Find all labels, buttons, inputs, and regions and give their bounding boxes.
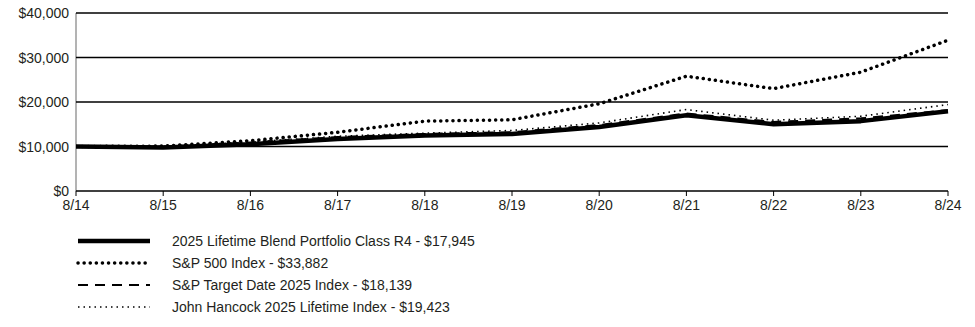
x-tick-label: 8/15 xyxy=(150,197,177,213)
x-tick xyxy=(163,191,164,196)
x-tick xyxy=(512,191,513,196)
legend-swatch xyxy=(78,306,150,308)
x-tick-label: 8/20 xyxy=(586,197,613,213)
x-tick xyxy=(337,191,338,196)
x-tick xyxy=(686,191,687,196)
legend-swatch xyxy=(78,261,150,265)
legend-swatch xyxy=(78,239,150,244)
grid-line xyxy=(76,101,948,102)
x-tick-label: 8/24 xyxy=(934,197,961,213)
y-tick-label: $40,000 xyxy=(18,5,69,21)
legend-label: John Hancock 2025 Lifetime Index - $19,4… xyxy=(172,299,450,315)
x-tick xyxy=(424,191,425,196)
series-line xyxy=(76,111,948,147)
series-line xyxy=(76,110,948,147)
grid-line xyxy=(76,12,948,13)
x-tick-label: 8/14 xyxy=(62,197,89,213)
x-tick xyxy=(76,191,77,196)
plot-area xyxy=(76,40,948,147)
x-tick-label: 8/23 xyxy=(847,197,874,213)
y-tick-label: $10,000 xyxy=(18,139,69,155)
y-tick-label: $20,000 xyxy=(18,94,69,110)
x-tick xyxy=(773,191,774,196)
chart: $0$10,000$20,000$30,000$40,0008/148/158/… xyxy=(0,0,975,327)
legend-label: S&P 500 Index - $33,882 xyxy=(172,255,328,271)
y-tick-label: $30,000 xyxy=(18,50,69,66)
grid-line xyxy=(76,57,948,58)
legend-label: 2025 Lifetime Blend Portfolio Class R4 -… xyxy=(172,233,475,249)
x-tick xyxy=(860,191,861,196)
x-tick-label: 8/22 xyxy=(760,197,787,213)
x-tick-label: 8/18 xyxy=(411,197,438,213)
x-tick-label: 8/17 xyxy=(324,197,351,213)
legend-label: S&P Target Date 2025 Index - $18,139 xyxy=(172,277,412,293)
series-line xyxy=(76,105,948,147)
x-tick-label: 8/21 xyxy=(673,197,700,213)
legend-swatch xyxy=(78,284,150,286)
x-tick xyxy=(599,191,600,196)
x-tick-label: 8/19 xyxy=(498,197,525,213)
x-tick xyxy=(250,191,251,196)
x-tick-label: 8/16 xyxy=(237,197,264,213)
series-line xyxy=(76,40,948,146)
x-tick xyxy=(948,191,949,196)
